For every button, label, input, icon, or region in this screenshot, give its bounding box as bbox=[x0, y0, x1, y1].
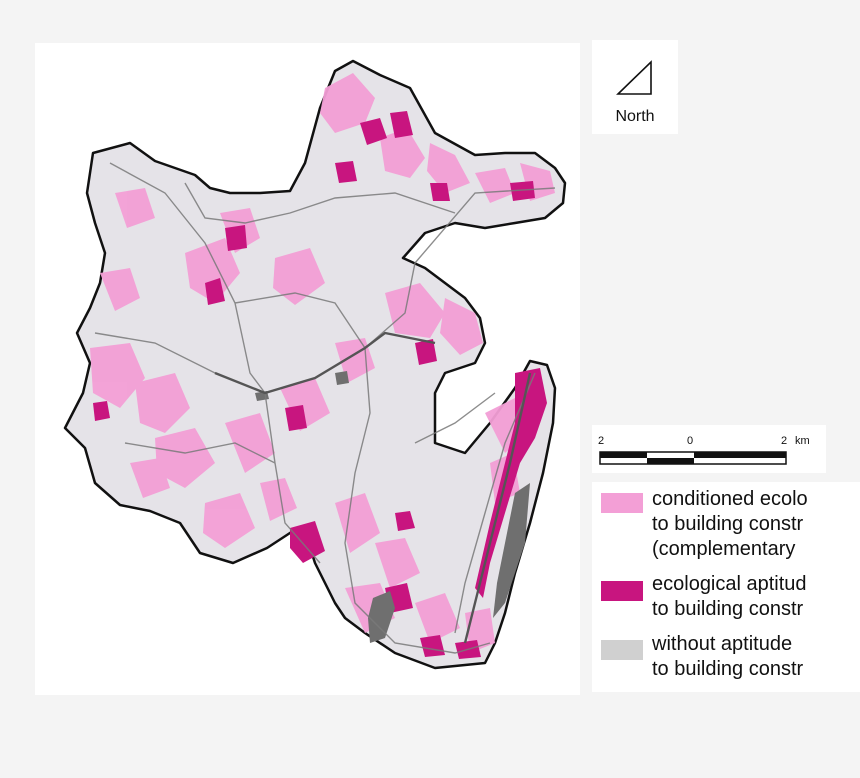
scale-bar-segments bbox=[599, 451, 787, 465]
legend-label-conditioned: conditioned ecolo to building constr (co… bbox=[652, 488, 808, 560]
scale-unit: km bbox=[795, 435, 810, 447]
map-panel bbox=[35, 43, 580, 695]
municipality-map bbox=[63, 59, 567, 670]
scale-bar: 2 0 2 km bbox=[592, 425, 826, 473]
highway bbox=[214, 331, 532, 644]
legend-swatch-without-aptitude bbox=[601, 640, 643, 660]
scale-tick-middle: 0 bbox=[687, 435, 693, 447]
north-label: North bbox=[615, 108, 655, 125]
north-arrow-box: North bbox=[592, 40, 678, 134]
without-aptitude-patches bbox=[255, 371, 530, 643]
legend-swatch-aptitude bbox=[601, 581, 643, 601]
legend-label-without-aptitude: without aptitude to building constr bbox=[652, 633, 804, 680]
municipality-boundary bbox=[63, 59, 567, 670]
aptitude-patches bbox=[93, 111, 547, 659]
legend-label-aptitude: ecological aptitud to building constr bbox=[652, 573, 807, 620]
legend-swatch-conditioned bbox=[601, 493, 643, 513]
road-network bbox=[94, 162, 556, 654]
scale-tick-left: 2 bbox=[598, 435, 604, 447]
north-arrow-icon bbox=[616, 60, 652, 95]
legend: conditioned ecolo to building constr (co… bbox=[592, 482, 860, 692]
scale-tick-right: 2 bbox=[781, 435, 787, 447]
